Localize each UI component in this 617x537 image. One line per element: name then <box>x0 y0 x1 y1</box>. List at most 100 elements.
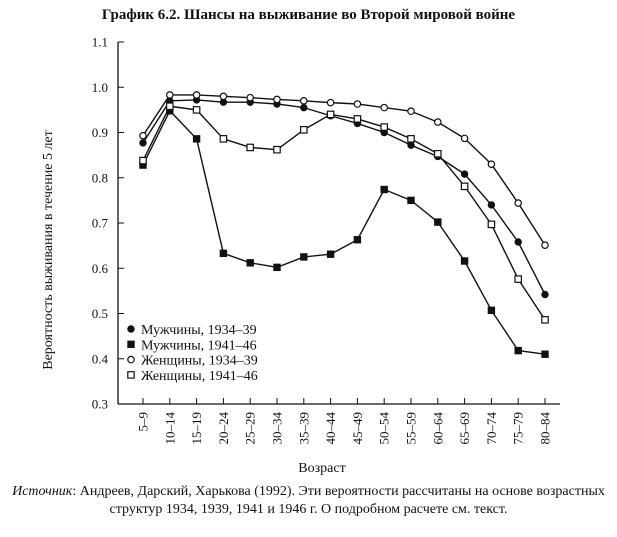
data-point <box>407 135 415 143</box>
data-point <box>541 290 549 299</box>
data-point <box>433 118 442 126</box>
chart-title: График 6.2. Шансы на выживание во Второй… <box>101 7 516 23</box>
series <box>139 96 549 299</box>
legend-label: Женщины, 1941–46 <box>141 369 258 384</box>
data-point <box>246 93 255 102</box>
data-point <box>353 115 362 123</box>
data-point <box>407 107 415 116</box>
legend-item: Женщины, 1941–46 <box>127 369 258 384</box>
x-tick-label: 65–69 <box>457 412 472 445</box>
data-point <box>192 91 201 99</box>
series-line <box>142 99 546 295</box>
legend-marker <box>127 340 135 349</box>
data-point <box>192 106 201 114</box>
data-point <box>541 241 549 249</box>
data-point <box>487 160 496 168</box>
legend-label: Женщины, 1934–39 <box>141 354 258 369</box>
y-ticks: 0.3 0.4 0.5 0.6 0.7 0.8 0.9 1.0 1.1 <box>92 35 124 412</box>
data-point <box>166 91 174 99</box>
x-tick-label: 10–14 <box>162 412 177 445</box>
y-tick-label: 0.6 <box>92 261 109 276</box>
data-point <box>380 103 389 112</box>
data-point <box>514 275 523 283</box>
data-point <box>166 102 174 111</box>
legend-label: Мужчины, 1941–46 <box>141 338 257 353</box>
x-tick-label: 55–59 <box>404 412 419 445</box>
y-tick-label: 1.0 <box>92 80 108 95</box>
data-point <box>434 149 442 158</box>
series-line <box>142 94 546 246</box>
data-point <box>460 182 469 191</box>
legend-item: Женщины, 1934–39 <box>127 354 258 369</box>
data-point <box>246 143 255 152</box>
y-tick-label: 0.5 <box>92 306 108 321</box>
data-point <box>487 201 496 209</box>
data-point <box>246 259 254 267</box>
x-ticks: 5–9 10–14 15–19 20–24 25–29 30–34 35–39 40–44 45… <box>136 398 553 445</box>
data-point <box>139 139 147 147</box>
data-point <box>326 110 335 119</box>
data-point <box>460 170 469 178</box>
x-tick-label: 15–19 <box>189 412 204 445</box>
data-point <box>541 316 549 324</box>
data-point <box>273 145 281 154</box>
series-line <box>142 110 546 355</box>
data-point <box>273 95 281 104</box>
legend-marker <box>127 371 135 379</box>
legend-item: Мужчины, 1941–46 <box>127 338 257 353</box>
series <box>139 102 549 324</box>
series-line <box>142 105 546 321</box>
data-point <box>326 250 335 258</box>
x-axis-label: Возраст <box>298 461 345 476</box>
data-point <box>300 103 308 112</box>
series <box>139 91 549 249</box>
data-point <box>139 131 147 140</box>
x-tick-label: 30–34 <box>270 412 285 445</box>
data-point <box>299 97 308 105</box>
data-point <box>514 238 522 246</box>
data-point <box>326 98 335 107</box>
x-tick-label: 50–54 <box>377 412 392 445</box>
data-point <box>219 92 228 101</box>
data-point <box>460 134 469 143</box>
x-tick-label: 25–29 <box>243 412 258 445</box>
data-point <box>273 263 281 272</box>
data-point <box>460 257 469 265</box>
data-point <box>219 249 228 258</box>
data-point <box>192 135 201 143</box>
data-point <box>407 196 415 205</box>
y-tick-label: 0.7 <box>92 216 109 231</box>
data-point <box>380 123 389 131</box>
data-point <box>380 185 388 194</box>
data-point <box>407 141 415 149</box>
y-tick-label: 0.3 <box>92 397 108 412</box>
x-tick-label: 60–64 <box>430 412 445 445</box>
data-point <box>139 156 147 165</box>
x-tick-label: 45–49 <box>350 412 365 445</box>
series <box>139 107 549 358</box>
data-point <box>541 350 549 358</box>
series-layer <box>139 91 549 358</box>
y-axis-label: Вероятность выживания в течение 5 лет <box>41 130 56 370</box>
x-tick-label: 80–84 <box>538 412 553 445</box>
data-point <box>353 100 362 108</box>
x-tick-label: 40–44 <box>323 412 338 445</box>
y-tick-label: 0.9 <box>92 125 108 140</box>
legend-marker <box>127 325 135 333</box>
data-point <box>514 199 523 207</box>
y-tick-label: 0.4 <box>92 351 109 366</box>
x-tick-label: 35–39 <box>296 412 311 445</box>
legend-marker <box>127 355 135 364</box>
y-tick-label: 1.1 <box>92 35 108 50</box>
source-text: : Андреев, Дарский, Харькова (1992). Эти… <box>72 484 605 517</box>
legend-label: Мужчины, 1934–39 <box>141 323 257 338</box>
legend-item: Мужчины, 1934–39 <box>127 323 257 338</box>
data-point <box>353 236 362 244</box>
data-point <box>487 306 496 315</box>
x-tick-label: 20–24 <box>216 412 231 445</box>
source-note: Источник: Андреев, Дарский, Харькова (19… <box>0 483 617 519</box>
x-tick-label: 5–9 <box>136 412 151 432</box>
source-label: Источник <box>12 484 73 499</box>
